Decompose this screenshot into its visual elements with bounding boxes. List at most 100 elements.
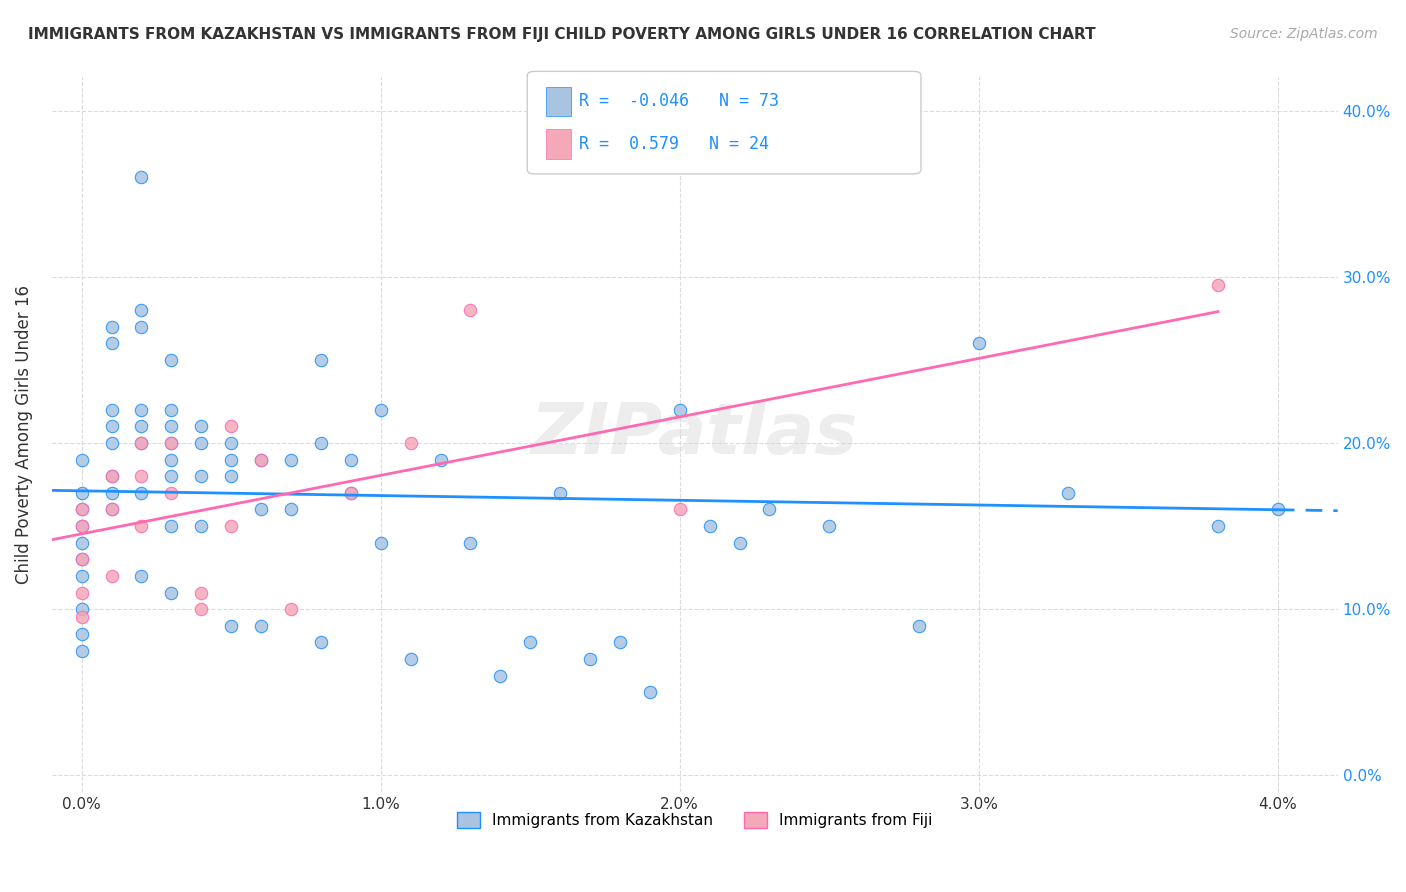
Point [579,652,602,666]
Text: R =  0.579   N = 24: R = 0.579 N = 24 [579,135,769,153]
Text: IMMIGRANTS FROM KAZAKHSTAN VS IMMIGRANTS FROM FIJI CHILD POVERTY AMONG GIRLS UND: IMMIGRANTS FROM KAZAKHSTAN VS IMMIGRANTS… [28,27,1095,42]
Point [70,502,93,516]
Point [728,535,751,549]
Point [967,336,990,351]
Point [190,419,212,434]
Point [160,452,183,467]
Point [70,519,93,533]
Legend: Immigrants from Kazakhstan, Immigrants from Fiji: Immigrants from Kazakhstan, Immigrants f… [451,806,938,834]
Point [609,635,631,649]
Point [100,502,122,516]
Point [160,436,183,450]
Point [219,519,242,533]
Point [219,469,242,483]
Point [339,452,361,467]
Point [131,419,153,434]
Point [758,502,780,516]
Point [160,436,183,450]
Text: Source: ZipAtlas.com: Source: ZipAtlas.com [1230,27,1378,41]
Point [100,486,122,500]
Point [460,535,482,549]
Point [309,436,332,450]
Point [219,619,242,633]
Point [160,419,183,434]
Point [548,486,571,500]
Point [399,652,422,666]
Point [519,635,541,649]
Point [219,452,242,467]
Point [70,627,93,641]
Point [70,552,93,566]
Point [250,452,273,467]
Point [100,319,122,334]
Point [70,552,93,566]
Point [100,336,122,351]
Point [70,569,93,583]
Point [131,402,153,417]
Point [219,436,242,450]
Point [160,402,183,417]
Point [250,452,273,467]
Point [70,585,93,599]
Point [160,519,183,533]
Point [1206,519,1229,533]
Point [280,602,302,616]
Y-axis label: Child Poverty Among Girls Under 16: Child Poverty Among Girls Under 16 [15,285,32,584]
Point [309,635,332,649]
Point [309,353,332,368]
Point [100,419,122,434]
Point [70,535,93,549]
Point [1206,278,1229,293]
Text: R =  -0.046   N = 73: R = -0.046 N = 73 [579,92,779,110]
Point [131,569,153,583]
Point [250,619,273,633]
Point [160,486,183,500]
Point [190,519,212,533]
Point [160,353,183,368]
Point [131,303,153,318]
Point [131,436,153,450]
Point [668,402,690,417]
Point [100,436,122,450]
Point [460,303,482,318]
Point [70,486,93,500]
Point [280,452,302,467]
Point [70,452,93,467]
Point [70,502,93,516]
Point [818,519,841,533]
Point [219,419,242,434]
Point [100,502,122,516]
Point [1267,502,1289,516]
Point [131,319,153,334]
Point [100,402,122,417]
Point [1057,486,1080,500]
Point [160,469,183,483]
Point [70,519,93,533]
Point [339,486,361,500]
Point [370,535,392,549]
Point [131,170,153,185]
Point [70,610,93,624]
Point [339,486,361,500]
Point [100,569,122,583]
Point [250,502,273,516]
Point [190,585,212,599]
Point [190,602,212,616]
Text: ZIPatlas: ZIPatlas [531,401,859,469]
Point [131,436,153,450]
Point [699,519,721,533]
Point [131,486,153,500]
Point [190,436,212,450]
Point [638,685,661,699]
Point [429,452,451,467]
Point [399,436,422,450]
Point [908,619,931,633]
Point [70,644,93,658]
Point [280,502,302,516]
Point [190,469,212,483]
Point [668,502,690,516]
Point [70,602,93,616]
Point [489,668,512,682]
Point [131,469,153,483]
Point [131,519,153,533]
